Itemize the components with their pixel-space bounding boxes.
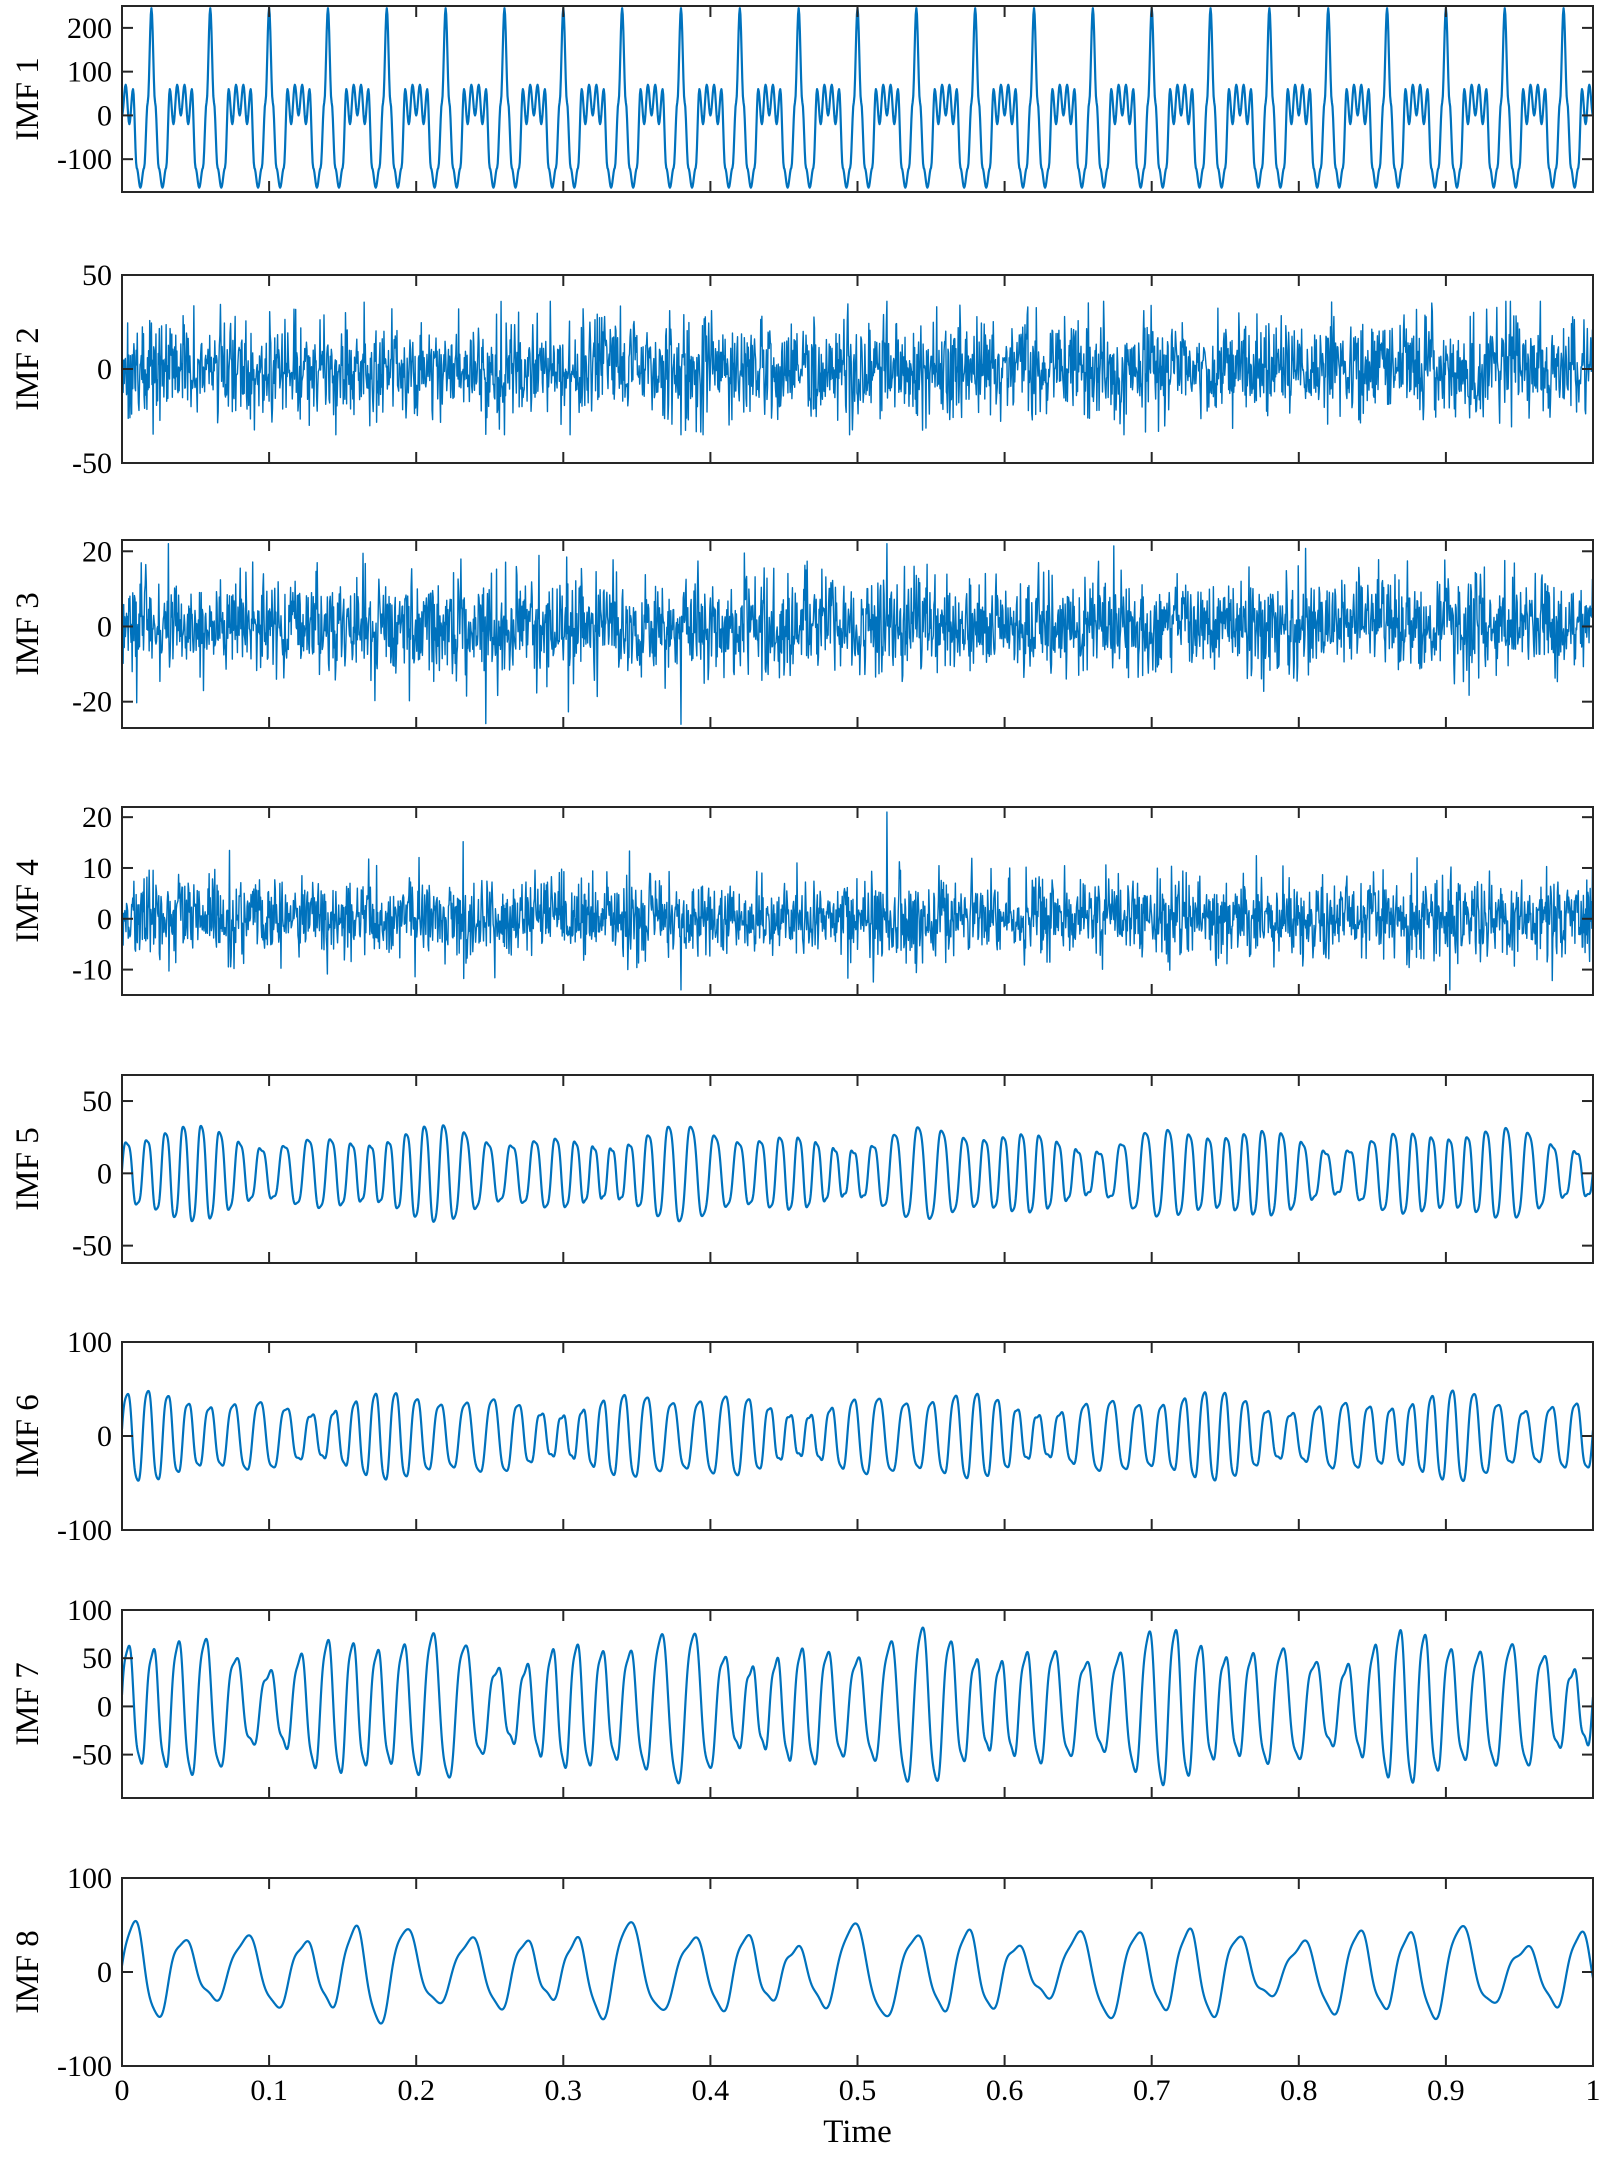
imf-panel-3: -20 0 20 IMF 3	[10, 535, 1594, 729]
y-tick-label: 0	[97, 610, 112, 643]
y-axis-label: IMF 7	[10, 1662, 46, 1745]
y-axis-label: IMF 3	[10, 592, 46, 675]
x-tick-label: 0.9	[1427, 2074, 1465, 2107]
imf-panel-6: -100 0 100 IMF 6	[10, 1326, 1594, 1547]
y-tick-label: -50	[72, 447, 112, 480]
y-tick-label: 0	[97, 1420, 112, 1453]
x-tick-label: 0.1	[250, 2074, 288, 2107]
x-axis-label: Time	[823, 2114, 891, 2150]
y-tick-label: 50	[82, 259, 112, 292]
x-tick-label: 0.4	[692, 2074, 730, 2107]
y-tick-label: -20	[72, 686, 112, 719]
y-axis-label: IMF 2	[10, 327, 46, 410]
imf-panel-1: -100 0 100 200 IMF 1	[10, 5, 1594, 193]
imf-panel-5: -50 0 50 IMF 5	[10, 1074, 1594, 1264]
y-tick-label: -100	[57, 2050, 112, 2083]
y-tick-label: 20	[82, 535, 112, 568]
y-tick-label: 20	[82, 801, 112, 834]
x-tick-label: 1	[1586, 2074, 1599, 2107]
y-tick-label: -100	[57, 1514, 112, 1547]
y-tick-label: -50	[72, 1230, 112, 1263]
y-tick-label: 10	[82, 852, 112, 885]
x-tick-label: 0.5	[839, 2074, 877, 2107]
y-axis-label: IMF 8	[10, 1930, 46, 2013]
series-line-imf-5	[122, 1124, 1593, 1223]
y-axis-label: IMF 4	[10, 859, 46, 942]
series-line-imf-8	[122, 1919, 1593, 2025]
y-tick-label: 200	[67, 12, 112, 45]
x-tick-label: 0.8	[1280, 2074, 1318, 2107]
y-tick-label: 50	[82, 1642, 112, 1675]
y-axis-label: IMF 6	[10, 1394, 46, 1477]
x-tick-label: 0.2	[397, 2074, 435, 2107]
series-line-imf-3	[122, 543, 1593, 725]
y-tick-label: 0	[97, 903, 112, 936]
y-tick-label: 100	[67, 1862, 112, 1895]
imf-panel-4: -10 0 10 20 IMF 4	[10, 801, 1594, 996]
y-tick-label: 50	[82, 1085, 112, 1118]
series-line-imf-2	[122, 300, 1593, 436]
x-tick-label: 0.6	[986, 2074, 1024, 2107]
imf-panel-2: -50 0 50 IMF 2	[10, 259, 1594, 480]
y-tick-label: 0	[97, 1956, 112, 1989]
y-axis-label: IMF 1	[10, 57, 46, 140]
y-tick-label: 0	[97, 1157, 112, 1190]
axes-frame	[121, 1341, 1594, 1531]
y-tick-label: 100	[67, 1594, 112, 1627]
x-tick-label: 0.7	[1133, 2074, 1171, 2107]
y-tick-label: 0	[97, 353, 112, 386]
y-tick-label: -100	[57, 143, 112, 176]
y-tick-label: 0	[97, 99, 112, 132]
y-tick-label: 100	[67, 1326, 112, 1359]
y-tick-label: -50	[72, 1739, 112, 1772]
x-tick-label: 0	[115, 2074, 130, 2107]
series-line-imf-7	[122, 1626, 1593, 1787]
y-tick-label: 100	[67, 56, 112, 89]
series-line-imf-1	[122, 7, 1593, 189]
series-line-imf-6	[122, 1389, 1593, 1483]
y-tick-label: -10	[72, 954, 112, 987]
x-tick-label: 0.3	[545, 2074, 583, 2107]
y-tick-label: 0	[97, 1690, 112, 1723]
series-line-imf-4	[122, 811, 1593, 991]
y-axis-label: IMF 5	[10, 1127, 46, 1210]
imf-panel-7: -50 0 50 100 IMF 7	[10, 1594, 1594, 1799]
